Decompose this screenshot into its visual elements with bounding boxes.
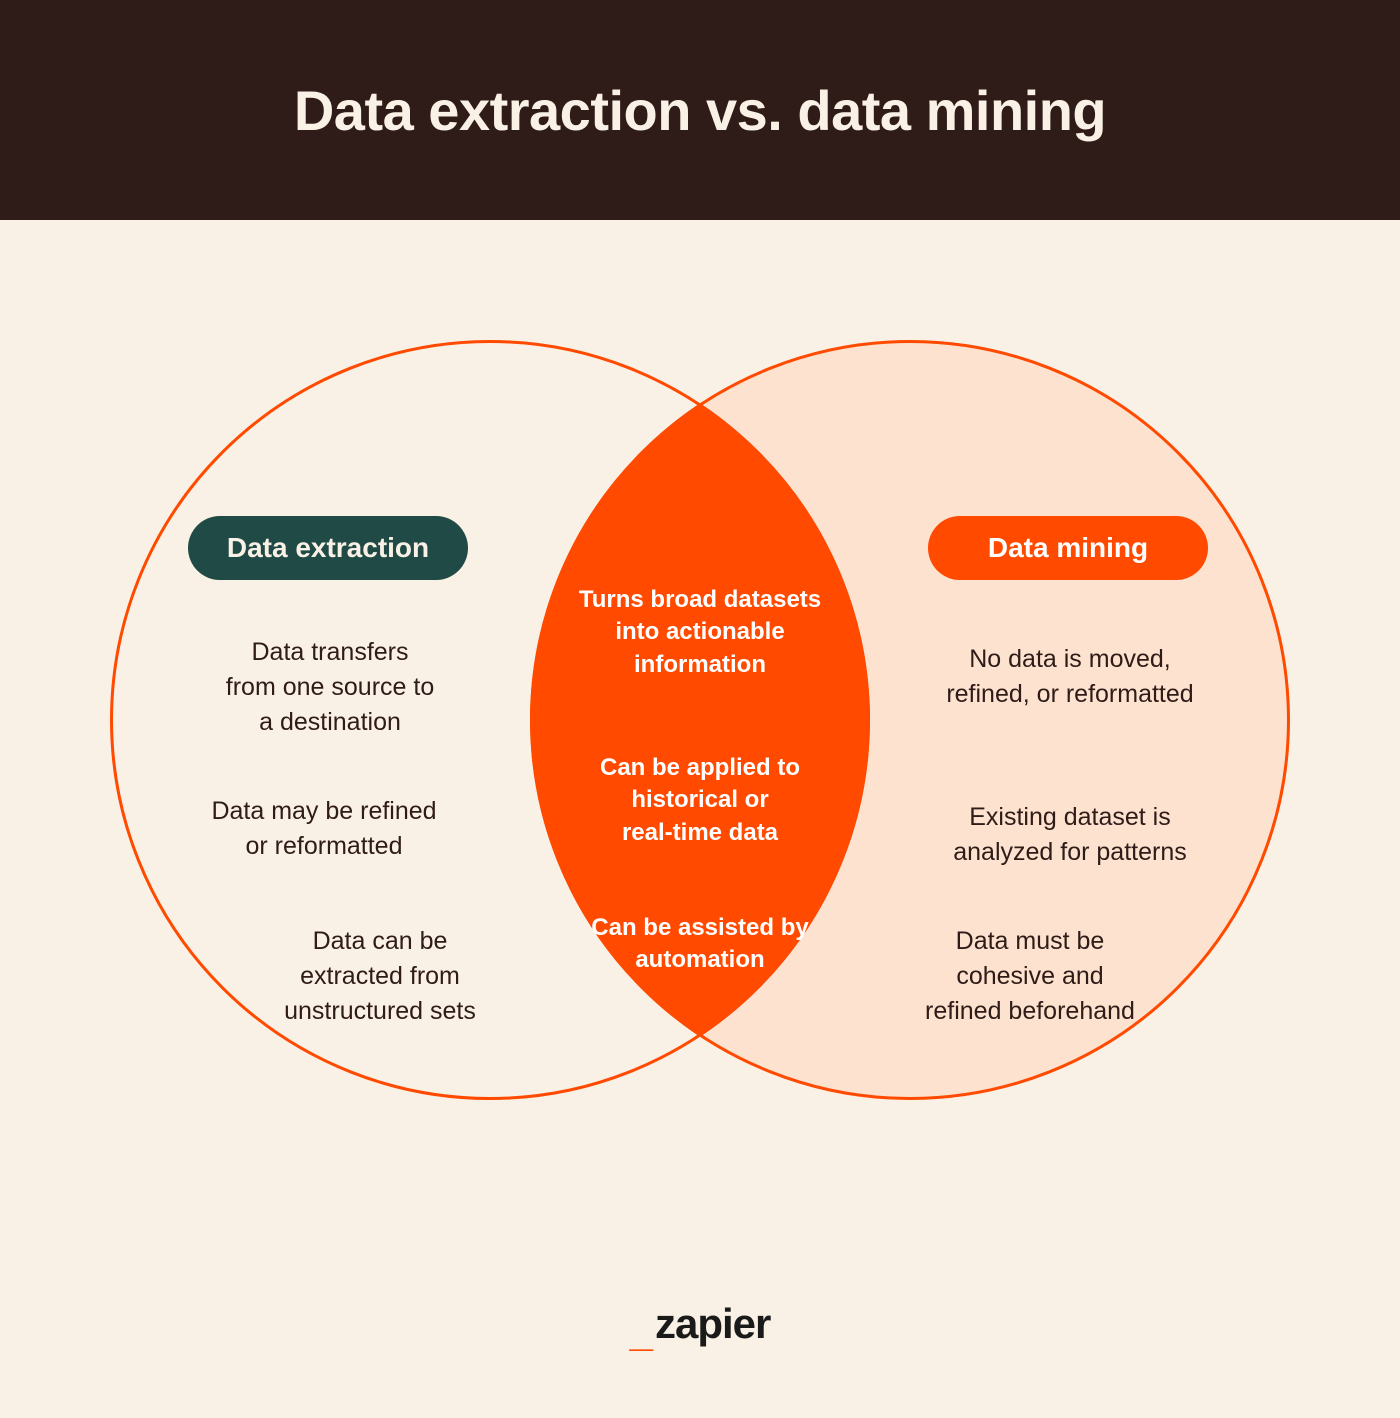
right-label-text: Data mining — [988, 532, 1148, 564]
left-items-item: Data transfers from one source to a dest… — [170, 635, 490, 740]
infographic-page: Data extraction vs. data mining Data ext… — [0, 0, 1400, 1418]
right-items-item: No data is moved, refined, or reformatte… — [900, 642, 1240, 712]
page-title: Data extraction vs. data mining — [294, 78, 1106, 143]
left-items-item: Data can be extracted from unstructured … — [220, 924, 540, 1029]
center-items-item: Turns broad datasets into actionable inf… — [555, 584, 845, 681]
logo-underscore-icon: _ — [630, 1321, 653, 1342]
venn-diagram: Data extraction Data mining Data transfe… — [110, 340, 1290, 1160]
body-area: Data extraction Data mining Data transfe… — [0, 220, 1400, 1418]
right-label-pill: Data mining — [928, 516, 1208, 580]
logo-text: zapier — [655, 1300, 770, 1348]
right-items-item: Data must be cohesive and refined before… — [870, 924, 1190, 1029]
header: Data extraction vs. data mining — [0, 0, 1400, 220]
left-items-item: Data may be refined or reformatted — [164, 794, 484, 864]
center-items-item: Can be applied to historical or real-tim… — [555, 752, 845, 849]
right-items-item: Existing dataset is analyzed for pattern… — [900, 800, 1240, 870]
center-items-item: Can be assisted by automation — [555, 912, 845, 977]
left-label-pill: Data extraction — [188, 516, 468, 580]
left-label-text: Data extraction — [227, 532, 429, 564]
brand-logo: _ zapier — [630, 1300, 771, 1348]
